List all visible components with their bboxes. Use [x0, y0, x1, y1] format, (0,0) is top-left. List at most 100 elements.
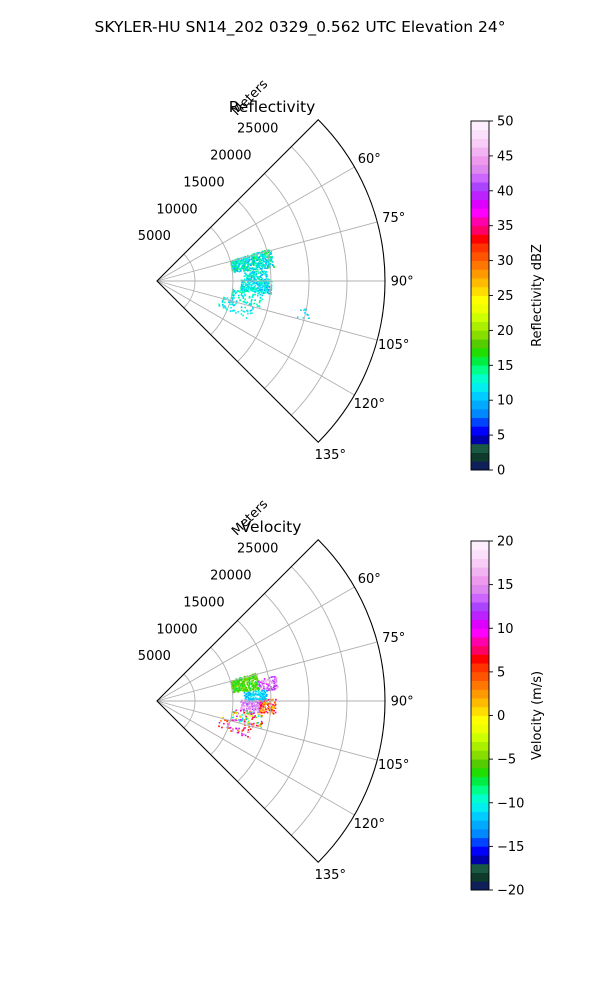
echo-gate: [258, 261, 260, 263]
echo-gate: [240, 682, 243, 685]
colorbar-band: [471, 269, 489, 279]
echo-gate: [248, 707, 250, 710]
echo-gate: [247, 705, 250, 707]
echo-gate: [231, 299, 234, 301]
colorbar-band: [471, 610, 489, 620]
echo-gate: [252, 712, 254, 715]
echo-gate: [271, 705, 273, 708]
echo-gate: [245, 266, 248, 268]
echo-gate: [249, 722, 251, 725]
echo-gate: [274, 703, 277, 706]
colorbar-band: [471, 549, 489, 559]
velocity-colorbar-tick-label: 15: [497, 578, 514, 593]
echo-gate: [258, 283, 260, 286]
echo-gate: [253, 687, 255, 689]
echo-gate: [252, 287, 254, 290]
echo-gate: [266, 289, 269, 292]
echo-gate: [237, 690, 239, 692]
echo-gate: [252, 684, 255, 687]
colorbar-band: [471, 785, 489, 795]
velocity-colorbar-tick-label: 10: [497, 622, 514, 637]
echo-gate: [253, 272, 255, 275]
echo-gate: [240, 289, 242, 291]
echo-gate: [247, 269, 249, 272]
echo-gate: [252, 257, 255, 259]
echo-gate: [265, 263, 268, 266]
echo-gate: [273, 709, 275, 712]
echo-gate: [256, 698, 259, 701]
echo-gate: [242, 704, 245, 707]
echo-gate: [269, 700, 271, 703]
echo-gate: [247, 678, 249, 680]
echo-gate: [244, 258, 246, 261]
echo-gate: [270, 250, 273, 253]
echo-gate: [265, 698, 268, 700]
echo-gate: [271, 711, 274, 714]
echo-gate: [265, 290, 268, 292]
echo-gate: [243, 286, 246, 289]
echo-gate: [266, 273, 268, 276]
echo-gate: [267, 706, 269, 709]
reflectivity-angle-tick-label: 120°: [354, 397, 385, 412]
echo-gate: [261, 705, 263, 707]
echo-gate: [257, 701, 260, 703]
velocity-colorbar-bands: [471, 541, 489, 891]
echo-gate: [263, 695, 266, 698]
echo-gate: [222, 307, 225, 309]
echo-gate: [238, 294, 240, 297]
colorbar-band: [471, 339, 489, 349]
echo-gate: [238, 296, 240, 299]
echo-gate: [243, 687, 245, 689]
echo-gate: [251, 723, 254, 726]
echo-gate: [256, 684, 258, 687]
echo-gate: [234, 267, 236, 269]
echo-gate: [257, 290, 259, 292]
echo-gate: [246, 256, 249, 259]
echo-gate: [248, 269, 250, 272]
echo-gate: [267, 683, 270, 685]
echo-gate: [232, 716, 235, 719]
echo-gate: [230, 303, 232, 306]
echo-gate: [232, 301, 234, 304]
echo-gate: [254, 678, 257, 680]
echo-gate: [300, 309, 302, 311]
echo-gate: [254, 685, 256, 687]
velocity-radial-tick-label: 10000: [156, 622, 197, 637]
echo-gate: [233, 291, 235, 294]
echo-gate: [242, 310, 245, 312]
colorbar-band: [471, 147, 489, 157]
echo-gate: [224, 305, 226, 307]
echo-gate: [265, 703, 267, 705]
echo-gate: [254, 706, 257, 709]
echo-gate: [257, 262, 259, 265]
reflectivity-panel: Reflectivity 5000 10000 15000 20000 2500…: [138, 77, 545, 479]
echo-gate: [304, 312, 306, 314]
colorbar-band: [471, 724, 489, 734]
echo-gate: [255, 281, 258, 284]
echo-gate: [265, 699, 267, 701]
echo-gate: [268, 677, 271, 679]
echo-gate: [269, 290, 271, 293]
echo-gate: [255, 270, 257, 273]
reflectivity-radial-tick-label: 5000: [138, 229, 171, 244]
colorbar-band: [471, 584, 489, 594]
colorbar-band: [471, 408, 489, 419]
echo-gate: [244, 701, 246, 704]
echo-gate: [264, 281, 266, 284]
echo-gate: [243, 722, 246, 724]
echo-gate: [253, 710, 256, 713]
echo-gate: [221, 300, 224, 303]
echo-gate: [266, 287, 269, 289]
echo-gate: [270, 687, 273, 690]
echo-gate: [270, 292, 272, 294]
echo-gate: [235, 302, 237, 305]
echo-gate: [243, 692, 246, 694]
colorbar-band: [471, 164, 489, 174]
echo-gate: [249, 689, 251, 692]
echo-gate: [240, 268, 243, 270]
echo-gate: [249, 703, 251, 706]
reflectivity-radial-tick-label: 15000: [183, 175, 224, 190]
colorbar-band: [471, 863, 489, 873]
echo-gate: [251, 711, 253, 714]
echo-gate: [231, 303, 234, 305]
